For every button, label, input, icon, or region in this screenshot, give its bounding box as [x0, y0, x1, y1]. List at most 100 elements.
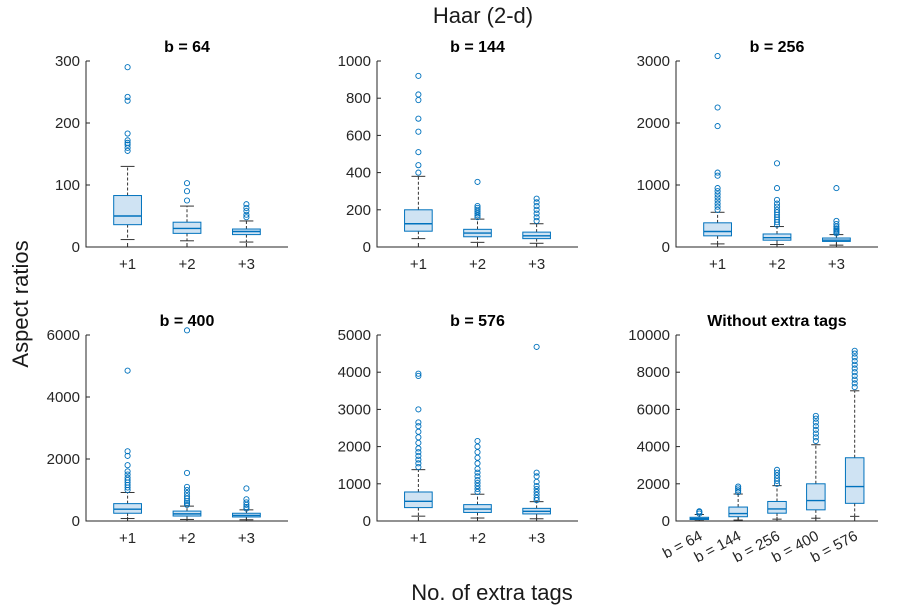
outlier-point: [124, 139, 131, 146]
outlier-point: [474, 449, 481, 456]
outlier-point: [415, 149, 422, 156]
outlier-point: [533, 469, 540, 476]
box: [113, 195, 142, 226]
outlier-point: [833, 217, 840, 225]
outlier-point: [533, 343, 540, 350]
outlier-point: [533, 210, 540, 217]
x-tick-label: +3: [238, 530, 255, 547]
outlier-point: [533, 206, 540, 213]
outlier-point: [183, 490, 191, 497]
outlier-point: [812, 419, 819, 426]
outlier-point: [124, 474, 131, 481]
outlier-point: [124, 462, 131, 469]
outlier-point: [474, 204, 481, 211]
figure-title: Haar (2-d): [433, 3, 533, 28]
outlier-point: [812, 412, 819, 419]
outlier-point: [243, 207, 250, 215]
outlier-point: [714, 188, 721, 195]
outlier-point: [851, 376, 858, 383]
outlier-point: [474, 480, 481, 487]
outlier-point: [714, 200, 721, 207]
x-tick-label: +3: [238, 256, 255, 273]
outlier-point: [533, 195, 540, 202]
outlier-point: [851, 380, 858, 387]
x-tick-label: +2: [469, 530, 486, 547]
y-tick-label: 200: [346, 202, 371, 219]
outlier-point: [415, 97, 422, 104]
y-tick-label: 2000: [47, 451, 80, 468]
outlier-point: [415, 91, 422, 98]
axes: [85, 335, 288, 522]
outlier-point: [773, 200, 781, 207]
panel-title: b = 576: [450, 313, 505, 330]
outlier-point: [833, 221, 840, 228]
outlier-point: [474, 460, 481, 467]
y-tick-label: 800: [346, 90, 371, 107]
y-tick-label: 1000: [338, 476, 371, 493]
panel-title: b = 256: [750, 39, 805, 56]
outlier-point: [415, 162, 422, 169]
box: [404, 491, 433, 509]
outlier-point: [124, 147, 131, 154]
outlier-point: [124, 64, 131, 71]
y-tick-label: 5000: [338, 327, 371, 344]
outlier-point: [415, 423, 422, 430]
outlier-point: [415, 439, 422, 446]
outlier-point: [415, 419, 422, 426]
outlier-point: [714, 185, 721, 192]
outlier-point: [812, 423, 819, 430]
panel-5: b = 576 0 1000 2000 3000 4000 5000 +1 +2 +3: [338, 313, 578, 547]
outlier-point: [415, 115, 422, 122]
outlier-point: [714, 206, 721, 213]
x-tick-label: +2: [768, 256, 785, 273]
outlier-point: [812, 430, 819, 437]
outlier-point: [415, 445, 422, 452]
outlier-point: [124, 93, 131, 101]
outlier-point: [183, 188, 191, 195]
y-tick-label: 2000: [338, 439, 371, 456]
outlier-point: [183, 501, 191, 508]
panel-6: Without extra tags 0 2000 4000 6000 8000 10000…: [628, 313, 878, 566]
outlier-point: [773, 160, 781, 167]
box: [703, 222, 732, 237]
outlier-point: [474, 477, 481, 484]
outlier-point: [714, 169, 721, 176]
y-tick-label: 400: [346, 165, 371, 182]
outlier-point: [773, 185, 781, 192]
y-tick-label: 300: [55, 53, 80, 70]
x-tick-label: +3: [528, 256, 545, 273]
outlier-point: [474, 454, 481, 461]
figure-xlabel: No. of extra tags: [411, 580, 572, 605]
y-tick-label: 0: [363, 513, 371, 530]
panels: b = 64 0 100 200 300 +1 +2 +3 b = 144 0 200 400 600 8…: [47, 39, 878, 566]
outlier-point: [812, 426, 819, 433]
outlier-point: [124, 367, 131, 374]
outlier-point: [415, 434, 422, 441]
outlier-point: [851, 369, 858, 376]
y-tick-label: 0: [662, 513, 670, 530]
y-tick-label: 2000: [637, 115, 670, 132]
outlier-point: [773, 469, 781, 476]
outlier-point: [243, 485, 250, 492]
outlier-point: [474, 482, 481, 490]
y-tick-label: 0: [72, 239, 80, 256]
panel-title: b = 64: [164, 39, 210, 56]
panel-title: b = 144: [450, 39, 505, 56]
y-tick-label: 2000: [637, 476, 670, 493]
outlier-point: [533, 203, 540, 210]
x-tick-label: +3: [528, 530, 545, 547]
y-tick-label: 8000: [637, 364, 670, 381]
outlier-point: [243, 211, 250, 218]
x-tick-label: +1: [119, 256, 136, 273]
x-tick-label: +3: [828, 256, 845, 273]
outlier-point: [183, 197, 191, 204]
outlier-point: [851, 347, 858, 354]
box: [728, 506, 748, 518]
panel-1: b = 64 0 100 200 300 +1 +2 +3: [55, 39, 288, 273]
outlier-point: [415, 449, 422, 456]
outlier-point: [415, 452, 422, 459]
figure-ylabel: Aspect ratios: [8, 240, 33, 367]
x-tick-label: +1: [410, 530, 427, 547]
x-tick-label: +2: [178, 530, 195, 547]
